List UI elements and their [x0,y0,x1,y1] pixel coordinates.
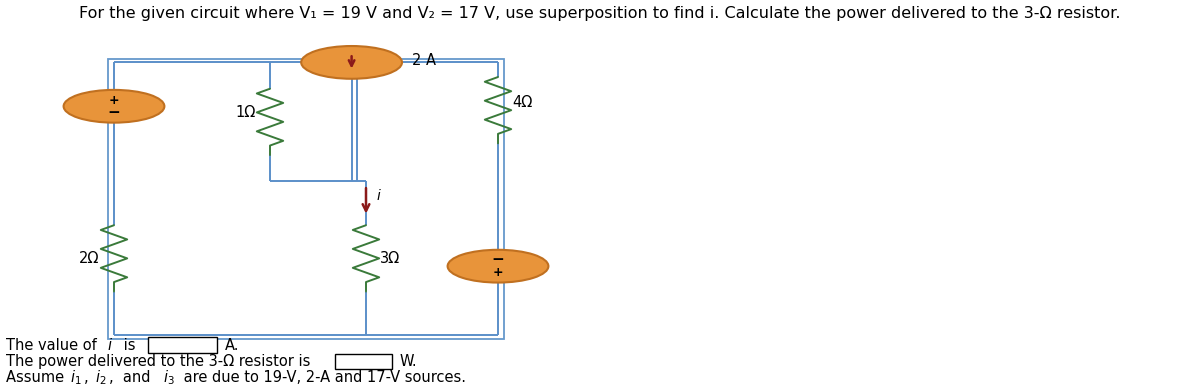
Text: $i$: $i$ [376,188,382,202]
Text: The power delivered to the 3-Ω resistor is: The power delivered to the 3-Ω resistor … [6,354,314,369]
Text: −: − [108,105,120,120]
Circle shape [301,46,402,79]
Text: Assume: Assume [6,370,68,385]
Text: 1Ω: 1Ω [235,105,256,120]
Text: W.: W. [400,354,418,369]
Text: $i_3$: $i_3$ [163,369,175,387]
Bar [148,337,217,353]
Text: 2 A: 2 A [412,53,436,68]
Text: $i_1$: $i_1$ [70,369,82,387]
Text: ,  and: , and [109,370,155,385]
Text: 2Ω: 2Ω [79,251,100,266]
Text: is: is [119,338,140,353]
Circle shape [64,90,164,122]
Text: The value of: The value of [6,338,101,353]
Text: +: + [493,266,503,279]
Text: $i$: $i$ [107,337,113,353]
Text: $i_2$: $i_2$ [95,369,107,387]
Text: +: + [109,94,119,106]
Text: 3Ω: 3Ω [380,251,401,266]
Bar [108,58,504,339]
Text: −: − [492,252,504,268]
Text: $V_2$: $V_2$ [512,257,529,275]
Text: $V_1$: $V_1$ [82,93,100,112]
Text: ,: , [84,370,94,385]
Bar [335,354,392,369]
Text: For the given circuit where V₁ = 19 V and V₂ = 17 V, use superposition to find i: For the given circuit where V₁ = 19 V an… [79,6,1121,21]
Circle shape [448,250,548,282]
Text: A.: A. [224,338,239,353]
Text: 4Ω: 4Ω [512,95,533,110]
Text: are due to 19-V, 2-A and 17-V sources.: are due to 19-V, 2-A and 17-V sources. [179,370,466,385]
